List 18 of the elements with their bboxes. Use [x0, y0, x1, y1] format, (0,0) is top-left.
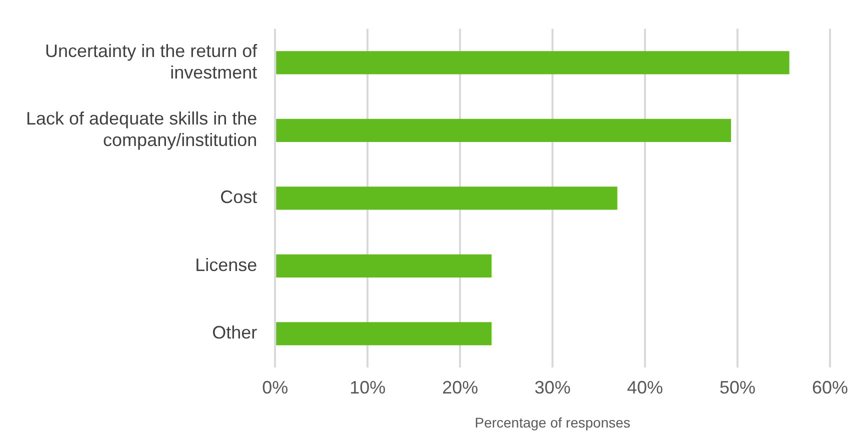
bar	[276, 254, 492, 278]
x-tick-label: 0%	[262, 377, 288, 398]
bar	[276, 51, 790, 74]
bar	[276, 322, 492, 346]
x-tick-label: 60%	[812, 377, 848, 398]
x-tick-label: 40%	[627, 377, 664, 398]
y-tick-label: Other	[212, 322, 258, 343]
y-tick-label: License	[195, 254, 258, 275]
x-tick-label: 10%	[350, 377, 386, 398]
bar	[276, 186, 618, 210]
x-tick-label: 20%	[442, 377, 478, 398]
y-tick-label: Lack of adequate skills in the company/institution	[26, 108, 258, 150]
bar	[276, 118, 732, 142]
y-tick-label: Cost	[220, 187, 258, 208]
x-tick-label: 50%	[719, 377, 756, 398]
x-tick-label: 30%	[534, 377, 571, 398]
x-axis-title: Percentage of responses	[474, 414, 630, 430]
y-tick-label: Uncertainty in the return of investment	[45, 40, 258, 82]
